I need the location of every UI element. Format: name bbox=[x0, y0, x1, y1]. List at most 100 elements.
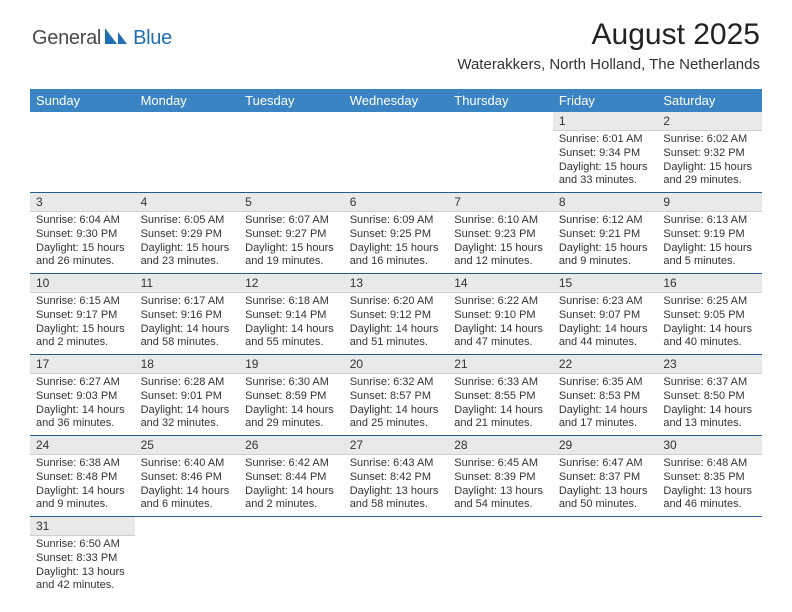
sunset-text: Sunset: 9:19 PM bbox=[663, 228, 756, 242]
day-body: Sunrise: 6:37 AMSunset: 8:50 PMDaylight:… bbox=[657, 374, 762, 435]
col-thursday: Thursday bbox=[448, 89, 553, 112]
col-monday: Monday bbox=[135, 89, 240, 112]
sunset-text: Sunset: 8:59 PM bbox=[245, 390, 338, 404]
sunrise-text: Sunrise: 6:37 AM bbox=[663, 376, 756, 390]
day-body: Sunrise: 6:38 AMSunset: 8:48 PMDaylight:… bbox=[30, 455, 135, 516]
sunset-text: Sunset: 8:42 PM bbox=[350, 471, 443, 485]
daylight-line1: Daylight: 14 hours bbox=[245, 485, 338, 499]
day-number: 15 bbox=[553, 274, 658, 293]
day-number: 29 bbox=[553, 436, 658, 455]
day-body: Sunrise: 6:33 AMSunset: 8:55 PMDaylight:… bbox=[448, 374, 553, 435]
sunset-text: Sunset: 8:37 PM bbox=[559, 471, 652, 485]
day-body: Sunrise: 6:50 AMSunset: 8:33 PMDaylight:… bbox=[30, 536, 135, 597]
calendar-cell bbox=[135, 112, 240, 193]
daylight-line2: and 13 minutes. bbox=[663, 417, 756, 431]
day-body: Sunrise: 6:25 AMSunset: 9:05 PMDaylight:… bbox=[657, 293, 762, 354]
calendar-cell: 28Sunrise: 6:45 AMSunset: 8:39 PMDayligh… bbox=[448, 436, 553, 517]
daylight-line2: and 33 minutes. bbox=[559, 174, 652, 188]
calendar-cell: 25Sunrise: 6:40 AMSunset: 8:46 PMDayligh… bbox=[135, 436, 240, 517]
calendar-cell: 21Sunrise: 6:33 AMSunset: 8:55 PMDayligh… bbox=[448, 355, 553, 436]
day-body: Sunrise: 6:42 AMSunset: 8:44 PMDaylight:… bbox=[239, 455, 344, 516]
calendar-row: 3Sunrise: 6:04 AMSunset: 9:30 PMDaylight… bbox=[30, 193, 762, 274]
sunrise-text: Sunrise: 6:38 AM bbox=[36, 457, 129, 471]
sunset-text: Sunset: 8:44 PM bbox=[245, 471, 338, 485]
day-number: 9 bbox=[657, 193, 762, 212]
daylight-line1: Daylight: 15 hours bbox=[350, 242, 443, 256]
calendar-cell: 17Sunrise: 6:27 AMSunset: 9:03 PMDayligh… bbox=[30, 355, 135, 436]
calendar-cell: 24Sunrise: 6:38 AMSunset: 8:48 PMDayligh… bbox=[30, 436, 135, 517]
calendar-cell: 14Sunrise: 6:22 AMSunset: 9:10 PMDayligh… bbox=[448, 274, 553, 355]
daylight-line2: and 5 minutes. bbox=[663, 255, 756, 269]
day-body: Sunrise: 6:05 AMSunset: 9:29 PMDaylight:… bbox=[135, 212, 240, 273]
sunrise-text: Sunrise: 6:02 AM bbox=[663, 133, 756, 147]
daylight-line2: and 46 minutes. bbox=[663, 498, 756, 512]
title-block: August 2025 Waterakkers, North Holland, … bbox=[457, 18, 760, 73]
sunset-text: Sunset: 9:21 PM bbox=[559, 228, 652, 242]
calendar-cell bbox=[344, 112, 449, 193]
day-number: 20 bbox=[344, 355, 449, 374]
day-body: Sunrise: 6:02 AMSunset: 9:32 PMDaylight:… bbox=[657, 131, 762, 192]
daylight-line1: Daylight: 14 hours bbox=[559, 323, 652, 337]
sunrise-text: Sunrise: 6:30 AM bbox=[245, 376, 338, 390]
day-number: 4 bbox=[135, 193, 240, 212]
daylight-line2: and 2 minutes. bbox=[36, 336, 129, 350]
col-wednesday: Wednesday bbox=[344, 89, 449, 112]
daylight-line1: Daylight: 15 hours bbox=[559, 242, 652, 256]
daylight-line2: and 40 minutes. bbox=[663, 336, 756, 350]
sunrise-text: Sunrise: 6:09 AM bbox=[350, 214, 443, 228]
daylight-line2: and 23 minutes. bbox=[141, 255, 234, 269]
sunset-text: Sunset: 8:53 PM bbox=[559, 390, 652, 404]
daylight-line2: and 29 minutes. bbox=[245, 417, 338, 431]
daylight-line2: and 26 minutes. bbox=[36, 255, 129, 269]
sunset-text: Sunset: 9:12 PM bbox=[350, 309, 443, 323]
calendar-cell bbox=[657, 517, 762, 598]
day-body: Sunrise: 6:09 AMSunset: 9:25 PMDaylight:… bbox=[344, 212, 449, 273]
col-saturday: Saturday bbox=[657, 89, 762, 112]
daylight-line1: Daylight: 15 hours bbox=[663, 161, 756, 175]
calendar-cell: 2Sunrise: 6:02 AMSunset: 9:32 PMDaylight… bbox=[657, 112, 762, 193]
header: General Blue August 2025 Waterakkers, No… bbox=[0, 0, 792, 79]
day-number: 22 bbox=[553, 355, 658, 374]
sunset-text: Sunset: 8:48 PM bbox=[36, 471, 129, 485]
calendar-row: 10Sunrise: 6:15 AMSunset: 9:17 PMDayligh… bbox=[30, 274, 762, 355]
calendar-cell bbox=[239, 517, 344, 598]
sunset-text: Sunset: 8:39 PM bbox=[454, 471, 547, 485]
sunset-text: Sunset: 9:25 PM bbox=[350, 228, 443, 242]
day-body: Sunrise: 6:35 AMSunset: 8:53 PMDaylight:… bbox=[553, 374, 658, 435]
day-number: 21 bbox=[448, 355, 553, 374]
sunset-text: Sunset: 9:16 PM bbox=[141, 309, 234, 323]
calendar-table: Sunday Monday Tuesday Wednesday Thursday… bbox=[30, 89, 762, 597]
day-body: Sunrise: 6:01 AMSunset: 9:34 PMDaylight:… bbox=[553, 131, 658, 192]
calendar-cell: 18Sunrise: 6:28 AMSunset: 9:01 PMDayligh… bbox=[135, 355, 240, 436]
day-number: 30 bbox=[657, 436, 762, 455]
calendar-cell: 12Sunrise: 6:18 AMSunset: 9:14 PMDayligh… bbox=[239, 274, 344, 355]
daylight-line2: and 12 minutes. bbox=[454, 255, 547, 269]
day-body: Sunrise: 6:15 AMSunset: 9:17 PMDaylight:… bbox=[30, 293, 135, 354]
calendar-cell: 5Sunrise: 6:07 AMSunset: 9:27 PMDaylight… bbox=[239, 193, 344, 274]
day-body: Sunrise: 6:28 AMSunset: 9:01 PMDaylight:… bbox=[135, 374, 240, 435]
daylight-line1: Daylight: 15 hours bbox=[141, 242, 234, 256]
calendar-cell bbox=[30, 112, 135, 193]
sunrise-text: Sunrise: 6:12 AM bbox=[559, 214, 652, 228]
sunrise-text: Sunrise: 6:25 AM bbox=[663, 295, 756, 309]
sunrise-text: Sunrise: 6:43 AM bbox=[350, 457, 443, 471]
day-body: Sunrise: 6:18 AMSunset: 9:14 PMDaylight:… bbox=[239, 293, 344, 354]
sunset-text: Sunset: 9:32 PM bbox=[663, 147, 756, 161]
day-body: Sunrise: 6:22 AMSunset: 9:10 PMDaylight:… bbox=[448, 293, 553, 354]
calendar-cell bbox=[448, 112, 553, 193]
daylight-line2: and 47 minutes. bbox=[454, 336, 547, 350]
calendar-cell: 15Sunrise: 6:23 AMSunset: 9:07 PMDayligh… bbox=[553, 274, 658, 355]
day-body: Sunrise: 6:13 AMSunset: 9:19 PMDaylight:… bbox=[657, 212, 762, 273]
day-number: 10 bbox=[30, 274, 135, 293]
sunrise-text: Sunrise: 6:07 AM bbox=[245, 214, 338, 228]
daylight-line1: Daylight: 13 hours bbox=[36, 566, 129, 580]
sunrise-text: Sunrise: 6:50 AM bbox=[36, 538, 129, 552]
sunrise-text: Sunrise: 6:22 AM bbox=[454, 295, 547, 309]
sunset-text: Sunset: 9:30 PM bbox=[36, 228, 129, 242]
sunrise-text: Sunrise: 6:32 AM bbox=[350, 376, 443, 390]
day-body: Sunrise: 6:32 AMSunset: 8:57 PMDaylight:… bbox=[344, 374, 449, 435]
day-number: 17 bbox=[30, 355, 135, 374]
daylight-line2: and 32 minutes. bbox=[141, 417, 234, 431]
calendar-row: 17Sunrise: 6:27 AMSunset: 9:03 PMDayligh… bbox=[30, 355, 762, 436]
calendar-cell: 8Sunrise: 6:12 AMSunset: 9:21 PMDaylight… bbox=[553, 193, 658, 274]
